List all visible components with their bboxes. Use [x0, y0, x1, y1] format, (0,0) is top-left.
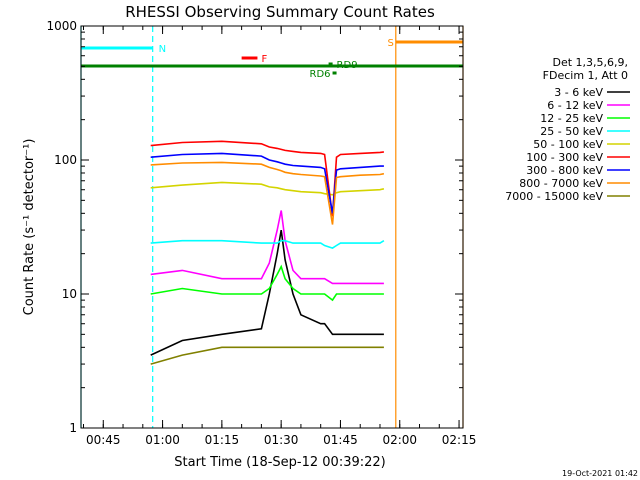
- series-line-2: [150, 264, 384, 302]
- axis-layer: 1 10 100 1000 00:45 01:00 01:15 01:30 01:45 02:00…: [46, 19, 476, 447]
- legend-label-6: 300 - 800 keV: [526, 164, 603, 177]
- annotation-bar-s: [395, 40, 463, 44]
- legend-label-4: 50 - 100 keV: [533, 138, 603, 151]
- annotation-bar-rd9: [328, 62, 333, 66]
- annotation-bar-n: [81, 46, 153, 50]
- y-tick-label-0: 1: [69, 421, 77, 435]
- legend-label-1: 6 - 12 keV: [547, 99, 603, 112]
- annotation-label-s: S: [387, 38, 393, 49]
- series-line-5: [150, 140, 385, 217]
- x-tick-label-3: 01:30: [264, 433, 299, 447]
- x-tick-label-2: 01:15: [205, 433, 240, 447]
- y-tick-label-1: 10: [62, 287, 77, 301]
- x-tick-label-4: 01:45: [323, 433, 358, 447]
- legend-header-2: FDecim 1, Att 0: [543, 69, 628, 82]
- annotation-label-rd6: RD6: [310, 69, 331, 80]
- legend-label-3: 25 - 50 keV: [540, 125, 603, 138]
- y-tick-label-3: 1000: [46, 19, 77, 33]
- series-line-1: [150, 210, 384, 285]
- chart-title: RHESSI Observing Summary Count Rates: [125, 3, 435, 21]
- y-axis-label: Count Rate (s⁻¹ detector⁻¹): [22, 139, 37, 316]
- x-tick-label-0: 00:45: [86, 433, 121, 447]
- plot-frame: [80, 25, 464, 429]
- legend-label-0: 3 - 6 keV: [554, 86, 603, 99]
- annotation-label-f: F: [261, 54, 267, 65]
- annotation-bar-rd6: [332, 71, 337, 75]
- x-tick-label-5: 02:00: [382, 433, 417, 447]
- x-tick-label-6: 02:15: [442, 433, 477, 447]
- y-tick-label-2: 100: [54, 153, 77, 167]
- annotation-bar-f: [241, 56, 258, 60]
- legend-label-7: 800 - 7000 keV: [519, 177, 603, 190]
- plot-layer: NFRD9RD6S: [80, 26, 464, 428]
- x-axis-label: Start Time (18-Sep-12 00:39:22): [174, 455, 385, 470]
- footer-date: 19-Oct-2021 01:42: [562, 469, 638, 478]
- x-tick-label-1: 01:00: [145, 433, 180, 447]
- series-line-7: [150, 161, 385, 225]
- series-line-3: [150, 239, 385, 249]
- series-line-0: [150, 229, 384, 356]
- legend-label-5: 100 - 300 keV: [526, 151, 603, 164]
- series-line-8: [150, 346, 384, 365]
- annotation-label-n: N: [159, 44, 166, 55]
- series-line-6: [150, 152, 384, 214]
- series-line-4: [150, 181, 385, 196]
- legend-label-8: 7000 - 15000 keV: [505, 190, 603, 203]
- legend-label-2: 12 - 25 keV: [540, 112, 603, 125]
- legend-header-1: Det 1,3,5,6,9,: [552, 56, 628, 69]
